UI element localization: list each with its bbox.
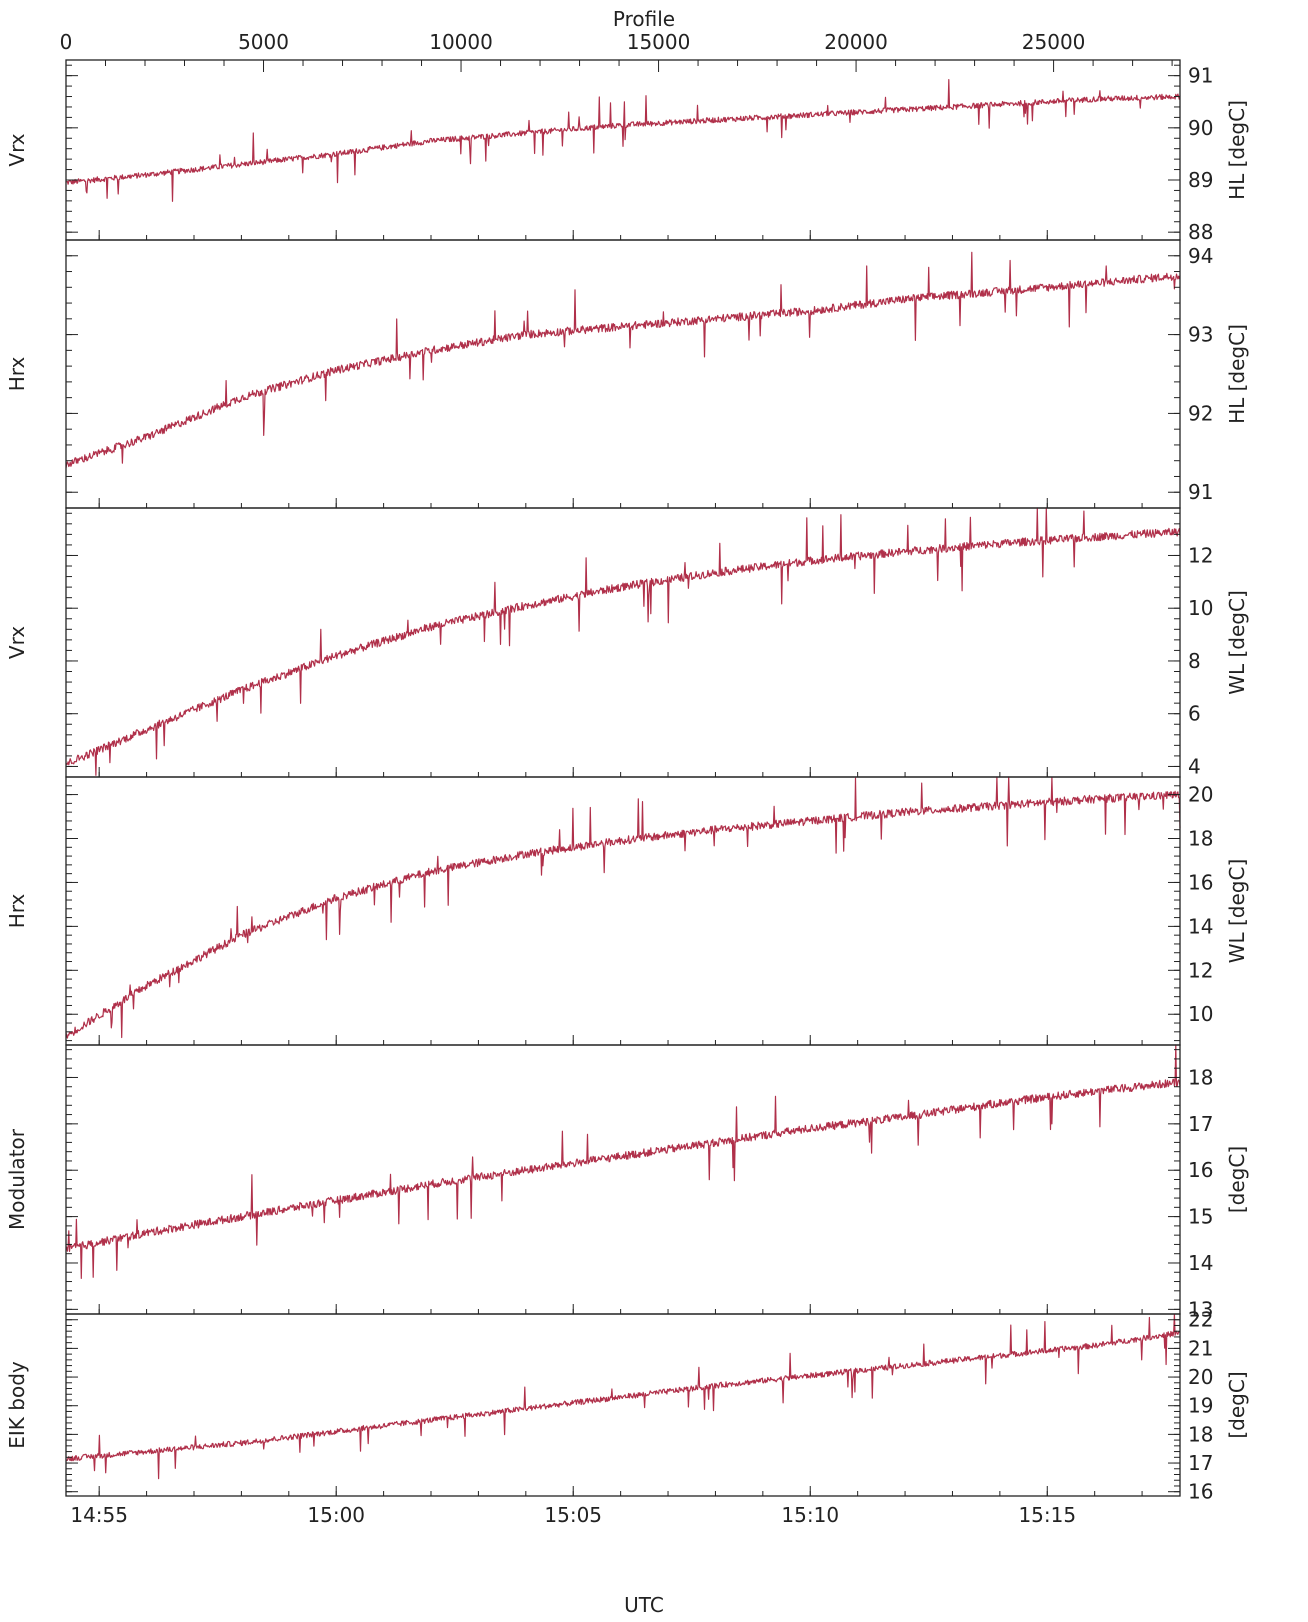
x-tick-label: 15:15 (1018, 1503, 1076, 1527)
panel-frame (65, 59, 1181, 241)
y-tick-label: 13 (1188, 1297, 1213, 1321)
panel-frame (65, 1044, 1181, 1315)
top-tick-label: 20000 (824, 30, 888, 54)
y-tick-label: 15 (1188, 1205, 1213, 1229)
panel-2: 91 92 93 94 Hrx HL [degC] (5, 239, 1249, 509)
series-trace (66, 79, 1181, 202)
y-tick-label: 4 (1188, 754, 1201, 778)
bottom-axis: 14:55 15:00 15:05 15:10 15:15 (70, 1503, 1076, 1527)
y-tick-label: 18 (1188, 1422, 1213, 1446)
y-tick-label: 21 (1188, 1336, 1213, 1360)
top-axis-title: Profile (613, 7, 675, 31)
panel-frame (65, 507, 1181, 778)
top-tick-label: 10000 (429, 30, 493, 54)
y-tick-label: 6 (1188, 702, 1201, 726)
y-tick-label: 91 (1188, 480, 1213, 504)
y-tick-label: 90 (1188, 116, 1213, 140)
y-tick-label: 16 (1188, 1480, 1213, 1504)
top-tick-label: 15000 (627, 30, 691, 54)
panel-stack: 88 89 90 91 Vrx HL [degC] 91 92 93 94 Hrx HL [degC]… (5, 59, 1249, 1504)
y-tick-label: 8 (1188, 649, 1201, 673)
left-axis-label: EIK body (5, 1361, 29, 1449)
left-axis-label: Vrx (5, 133, 29, 166)
top-tick-label: 5000 (238, 30, 289, 54)
y-tick-label: 94 (1188, 244, 1213, 268)
right-axis-label: HL [degC] (1225, 324, 1249, 424)
y-tick-label: 18 (1188, 827, 1213, 851)
right-axis-label: [degC] (1225, 1371, 1249, 1438)
left-axis-label: Hrx (5, 357, 29, 392)
y-tick-label: 17 (1188, 1451, 1213, 1475)
y-tick-label: 12 (1188, 958, 1213, 982)
panel-6: 16 17 18 19 20 21 22 EIK body [degC] (5, 1308, 1249, 1504)
y-tick-label: 16 (1188, 1158, 1213, 1182)
right-axis-label: [degC] (1225, 1146, 1249, 1213)
y-tick-label: 16 (1188, 870, 1213, 894)
y-tick-label: 14 (1188, 1251, 1213, 1275)
series-trace (65, 776, 1181, 1039)
y-tick-label: 20 (1188, 783, 1213, 807)
series-trace (65, 1313, 1181, 1480)
panel-frame (65, 1313, 1181, 1497)
bottom-axis-title: UTC (624, 1593, 664, 1617)
y-tick-label: 10 (1188, 1002, 1213, 1026)
y-tick-label: 22 (1188, 1308, 1213, 1332)
y-tick-label: 88 (1188, 220, 1213, 244)
panel-frame (65, 239, 1181, 509)
series-trace (65, 1044, 1181, 1279)
top-tick-label: 25000 (1022, 30, 1086, 54)
x-tick-label: 15:00 (307, 1503, 365, 1527)
panel-5: 13 14 15 16 17 18 Modulator [degC] (5, 1044, 1249, 1321)
y-tick-label: 89 (1188, 168, 1213, 192)
y-tick-label: 93 (1188, 323, 1213, 347)
y-tick-label: 19 (1188, 1394, 1213, 1418)
right-axis-label: WL [degC] (1225, 590, 1249, 695)
panel-4: 10 12 14 16 18 20 Hrx WL [degC] (5, 776, 1249, 1046)
series-trace (65, 251, 1181, 469)
y-tick-label: 12 (1188, 543, 1213, 567)
right-axis-label: WL [degC] (1225, 859, 1249, 964)
x-tick-label: 15:10 (781, 1503, 839, 1527)
panel-3: 4 6 8 10 12 Vrx WL [degC] (5, 507, 1249, 778)
y-tick-label: 10 (1188, 596, 1213, 620)
y-tick-label: 14 (1188, 914, 1213, 938)
panel-1: 88 89 90 91 Vrx HL [degC] (5, 59, 1249, 244)
x-tick-label: 14:55 (70, 1503, 128, 1527)
top-tick-label: 0 (60, 30, 73, 54)
left-axis-label: Vrx (5, 626, 29, 659)
y-tick-label: 91 (1188, 64, 1213, 88)
left-axis-label: Hrx (5, 894, 29, 929)
y-tick-label: 18 (1188, 1065, 1213, 1089)
x-tick-label: 15:05 (544, 1503, 602, 1527)
y-tick-label: 20 (1188, 1365, 1213, 1389)
left-axis-label: Modulator (5, 1128, 29, 1230)
panel-frame (65, 776, 1181, 1046)
series-trace (65, 507, 1181, 776)
top-axis: 0 5000 10000 15000 20000 25000 (60, 30, 1173, 72)
y-tick-label: 92 (1188, 401, 1213, 425)
y-tick-label: 17 (1188, 1112, 1213, 1136)
right-axis-label: HL [degC] (1225, 100, 1249, 200)
